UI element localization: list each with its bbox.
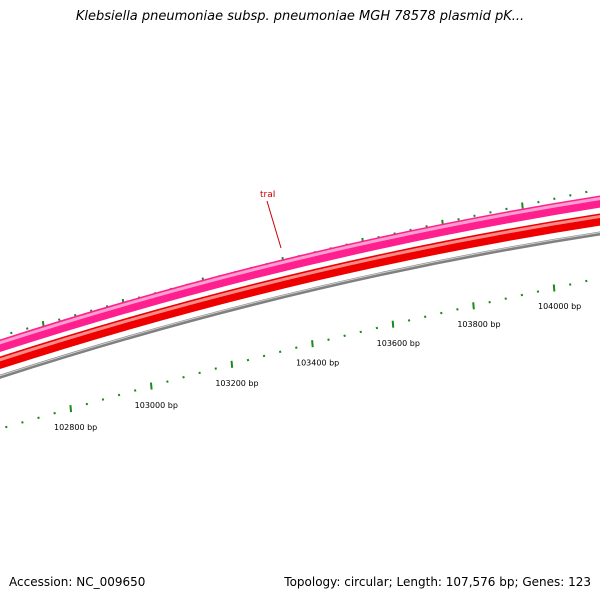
topology-summary: Topology: circular; Length: 107,576 bp; … [284,575,591,589]
scale-label: 104000 bp [538,302,581,311]
scale-tick [407,319,411,322]
scale-tick [343,334,346,338]
scale-ticks [5,279,588,429]
backbone-circle [0,231,600,379]
forward-cds-band[interactable] [0,195,600,353]
scale-tick [262,354,266,358]
scale-tick [69,405,73,413]
scale-tick [440,311,443,315]
scale-tick [472,302,475,310]
scale-label: 103400 bp [296,359,339,368]
scale-label: 103600 bp [377,339,420,348]
scale-tick [166,380,169,383]
scale-tick [568,283,572,286]
scale-tick [311,340,314,348]
gene-labels: traI [260,190,282,249]
gene-label-trai: traI [260,190,275,200]
forward-tick [57,318,61,321]
scale-tick [327,338,330,341]
gene-leader-line [266,200,282,249]
scale-tick [278,350,282,354]
forward-tick [10,331,13,335]
scale-tick [488,300,491,304]
scale-tick [150,382,153,390]
scale-label: 103200 bp [215,379,258,388]
scale-tick [504,297,508,300]
reverse-cds-band[interactable] [0,213,600,370]
forward-tick [473,214,476,218]
scale-label: 103000 bp [135,401,178,410]
scale-tick [198,371,201,375]
scale-tick [520,293,524,297]
scale-tick [230,360,234,368]
forward-tick [73,313,77,317]
reverse-cds-band-highlight [0,215,600,362]
scale-tick [182,375,185,379]
forward-tick [537,200,540,204]
scale-tick [391,320,395,328]
scale-labels: 102800 bp 103000 bp 103200 bp 103400 bp 1036… [54,302,581,432]
scale-tick [246,358,250,362]
scale-tick [37,416,40,420]
forward-tick [569,194,572,197]
accession-label: Accession: NC_009650 [9,575,146,589]
forward-tick [585,190,588,194]
scale-tick [552,284,556,292]
forward-tick [521,202,524,209]
scale-tick [117,393,121,397]
scale-tick [85,402,89,406]
scale-tick [214,367,218,370]
forward-tick [26,327,29,330]
scale-tick [423,315,427,319]
scale-tick [359,330,363,334]
forward-tick [505,207,508,211]
scale-tick [585,279,588,283]
scale-label: 102800 bp [54,423,97,432]
forward-tick [553,197,556,201]
forward-tick [489,211,492,214]
forward-tick [457,217,460,221]
scale-tick [375,326,379,330]
scale-tick [295,346,298,349]
scale-tick [53,411,56,415]
scale-tick [21,421,24,424]
map-title: Klebsiella pneumoniae subsp. pneumoniae … [75,9,525,24]
forward-cds-band-highlight [0,197,600,345]
scale-label: 103800 bp [457,320,500,329]
scale-tick [133,389,137,392]
scale-tick [536,290,540,293]
scale-tick [5,425,8,429]
scale-tick [101,398,105,401]
scale-tick [456,308,459,311]
backbone-circle-highlight [0,232,600,377]
